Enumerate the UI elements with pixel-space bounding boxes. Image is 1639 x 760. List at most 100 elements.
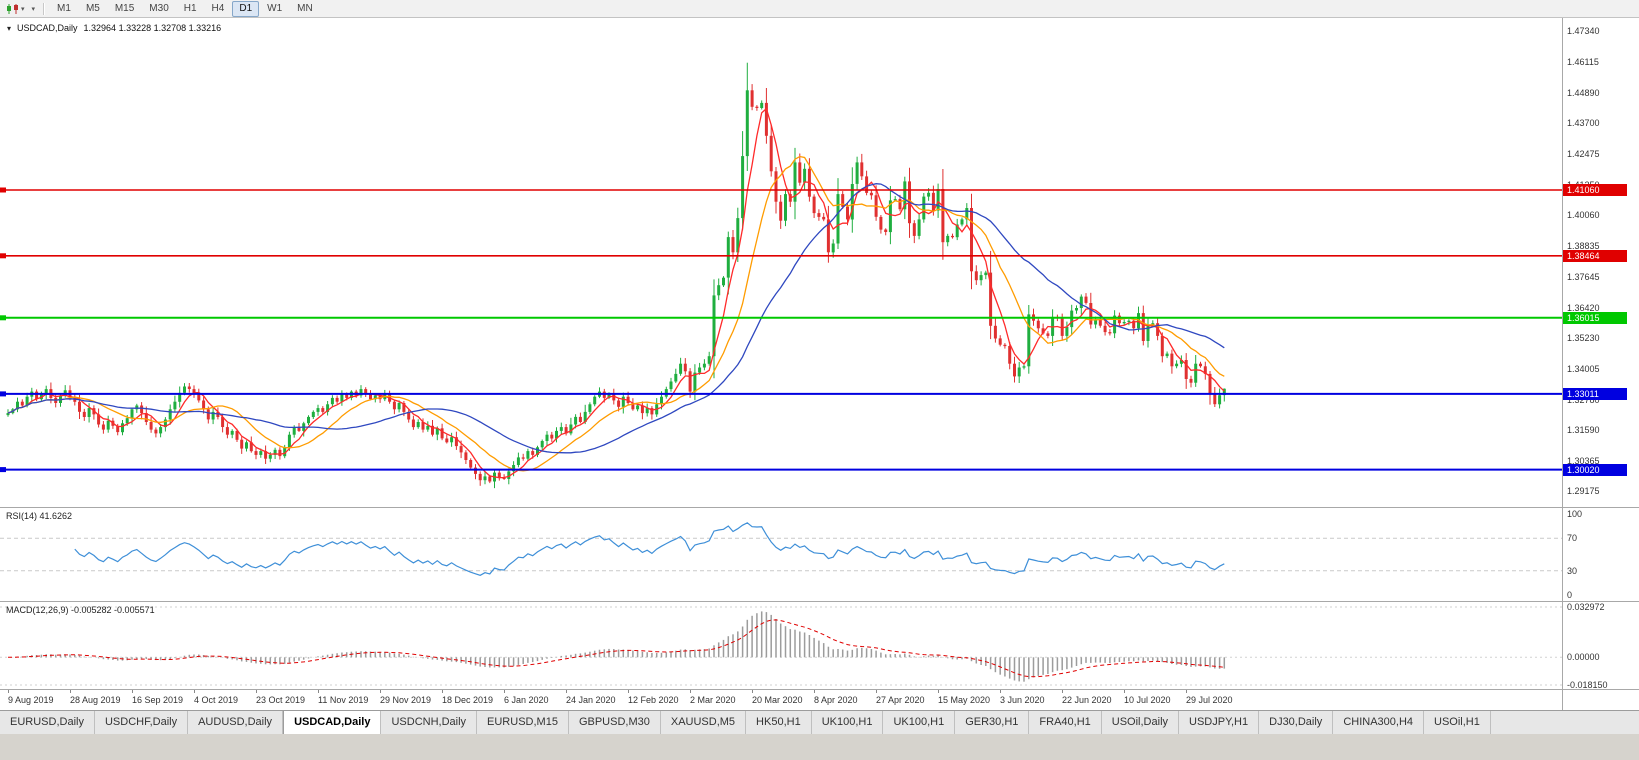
candle — [779, 195, 783, 229]
date-label: 29 Nov 2019 — [380, 695, 432, 705]
candle — [187, 383, 191, 393]
candle — [1103, 322, 1107, 336]
candle — [636, 404, 640, 412]
timeframe-button-m30[interactable]: M30 — [149, 2, 169, 14]
chart-tab-usoil-daily[interactable]: USOil,Daily — [1102, 711, 1180, 734]
date-label: 12 Feb 2020 — [628, 695, 679, 705]
date-label: 18 Dec 2019 — [442, 695, 494, 705]
time-axis-tick — [8, 690, 9, 693]
time-axis-tick — [70, 690, 71, 693]
timeframe-button-m1[interactable]: M1 — [57, 2, 71, 14]
candle — [850, 167, 854, 233]
chart-tab-uk100-h1[interactable]: UK100,H1 — [883, 711, 956, 734]
candle — [788, 190, 792, 207]
chart-tab-ger30-h1[interactable]: GER30,H1 — [955, 711, 1030, 734]
candle — [1175, 360, 1179, 369]
date-label: 24 Jan 2020 — [566, 695, 616, 705]
timeframe-button-m5[interactable]: M5 — [85, 2, 100, 14]
timeframe-button-w1[interactable]: W1 — [267, 2, 283, 14]
candle — [469, 458, 473, 471]
chart-tab-gbpusd-m30[interactable]: GBPUSD,M30 — [569, 711, 661, 734]
price-level-tag: 1.30020 — [1563, 464, 1627, 476]
time-axis-tick — [938, 690, 939, 693]
price-axis-label: 1.31590 — [1567, 425, 1600, 435]
candle — [526, 448, 530, 461]
chart-tab-usdchf-daily[interactable]: USDCHF,Daily — [95, 711, 189, 734]
candle — [82, 408, 86, 421]
candle — [598, 387, 601, 399]
candle — [784, 189, 787, 227]
timeframe-button-h4[interactable]: H4 — [211, 2, 225, 14]
chart-tab-uk100-h1[interactable]: UK100,H1 — [812, 711, 884, 734]
candle — [702, 359, 706, 371]
timeframe-button-h1[interactable]: H1 — [183, 2, 197, 14]
price-level-tag: 1.38464 — [1563, 250, 1627, 262]
chart-tab-usoil-h1[interactable]: USOil,H1 — [1424, 711, 1491, 734]
candle — [1070, 304, 1074, 335]
time-axis-tick — [876, 690, 877, 693]
macd-pane[interactable] — [0, 602, 1563, 689]
candle — [1156, 318, 1160, 341]
pane-divider[interactable] — [0, 507, 1639, 508]
timeframe-button-mn[interactable]: MN — [297, 2, 313, 14]
candle — [230, 429, 234, 439]
candle — [960, 217, 964, 227]
chart-tab-usdjpy-h1[interactable]: USDJPY,H1 — [1179, 711, 1260, 734]
time-axis-tick — [380, 690, 381, 693]
time-axis-tick — [1000, 690, 1001, 693]
timeframe-button-m15[interactable]: M15 — [114, 2, 135, 14]
chart-type-button[interactable]: ▾ — [3, 1, 28, 17]
candle — [1122, 319, 1126, 326]
candle — [249, 436, 253, 453]
candle — [493, 470, 496, 489]
candle — [97, 408, 101, 428]
timeframe-button-d1[interactable]: D1 — [232, 0, 260, 17]
candle — [621, 392, 625, 414]
price-axis-label: 1.38835 — [1567, 241, 1600, 251]
chart-tab-usdcad-daily[interactable]: USDCAD,Daily — [283, 711, 382, 734]
chart-tab-audusd-daily[interactable]: AUDUSD,Daily — [188, 711, 284, 734]
candle — [1108, 329, 1112, 336]
candle — [225, 423, 229, 439]
chart-tab-hk50-h1[interactable]: HK50,H1 — [746, 711, 812, 734]
toolbar-separator — [43, 2, 46, 15]
chart-tab-xauusd-m5[interactable]: XAUUSD,M5 — [661, 711, 747, 734]
candle — [101, 421, 105, 434]
rsi-pane[interactable] — [0, 508, 1563, 601]
price-axis[interactable]: 1.41060 1.38464 1.36015 1.33011 1.30020 1.473… — [1563, 18, 1639, 710]
candle — [1017, 361, 1021, 383]
candle — [655, 398, 659, 417]
candle — [564, 424, 568, 436]
hline-left-marker — [0, 253, 6, 259]
candle — [202, 396, 206, 414]
candle — [984, 270, 988, 280]
pane-divider[interactable] — [0, 601, 1639, 602]
main-chart-pane[interactable] — [0, 18, 1563, 507]
candle — [769, 124, 773, 177]
rsi-axis-label: 0 — [1567, 590, 1573, 600]
candle — [197, 388, 201, 403]
chart-tab-eurusd-m15[interactable]: EURUSD,M15 — [477, 711, 569, 734]
date-label: 23 Oct 2019 — [256, 695, 306, 705]
chart-tab-fra40-h1[interactable]: FRA40,H1 — [1029, 711, 1102, 734]
candle — [912, 220, 916, 244]
chart-tab-china300-h4[interactable]: CHINA300,H4 — [1333, 711, 1425, 734]
price-axis-label: 1.32780 — [1567, 395, 1600, 405]
chart-tab-eurusd-daily[interactable]: EURUSD,Daily — [0, 711, 95, 734]
zoom-dropdown-button[interactable]: ▾ — [28, 1, 39, 17]
candle — [311, 410, 315, 419]
candle — [855, 156, 859, 191]
candle — [392, 399, 396, 415]
candle — [163, 417, 167, 432]
candle — [650, 406, 654, 420]
candle — [1203, 361, 1207, 380]
chart-tab-dj30-daily[interactable]: DJ30,Daily — [1259, 711, 1334, 734]
candle — [936, 183, 940, 218]
candle — [540, 439, 544, 452]
time-axis[interactable]: 9 Aug 2019 28 Aug 2019 16 Sep 2019 4 Oct 20… — [0, 690, 1562, 709]
chart-tab-usdcnh-daily[interactable]: USDCNH,Daily — [381, 711, 478, 734]
candle — [951, 233, 954, 239]
candle — [264, 445, 268, 464]
candle — [941, 169, 945, 260]
